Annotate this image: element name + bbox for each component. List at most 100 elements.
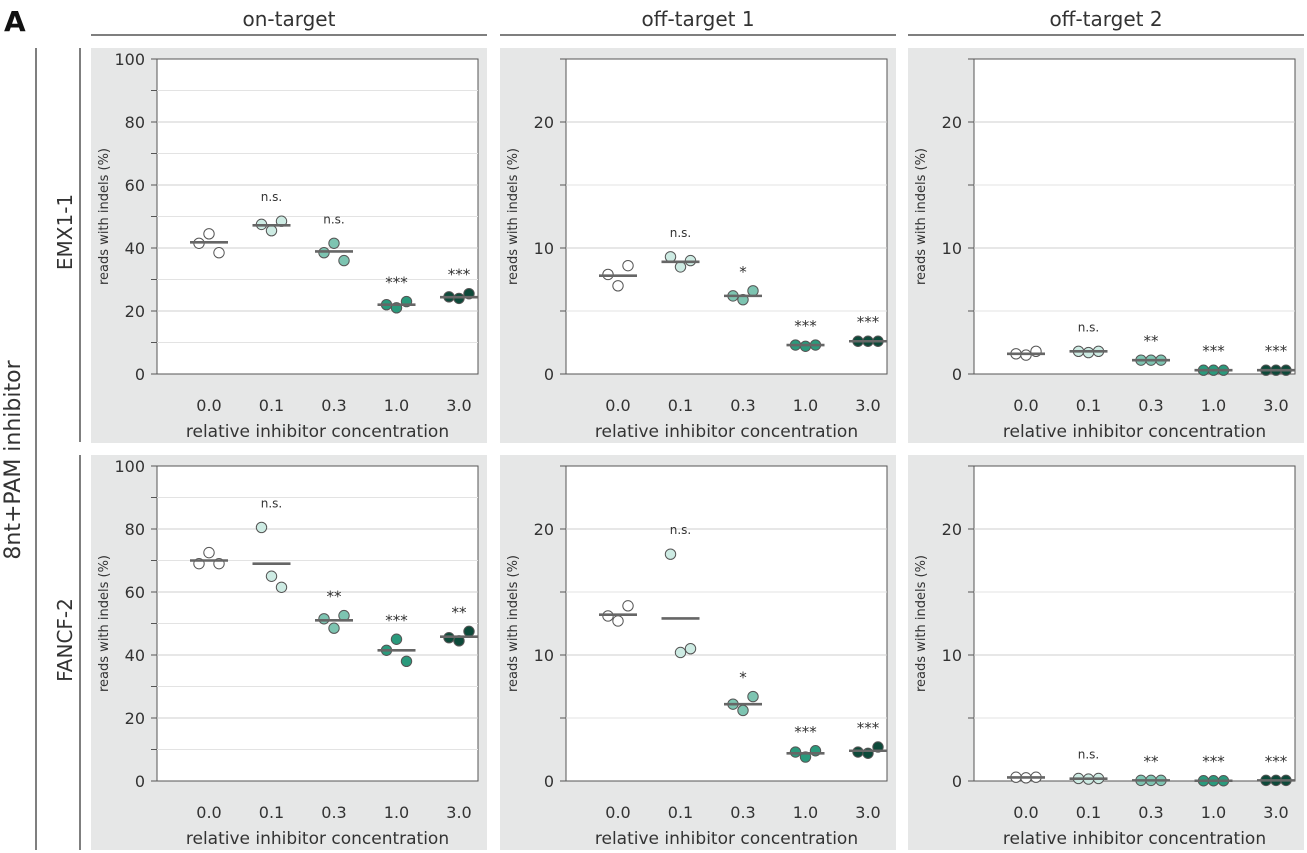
significance-label: *** (1202, 753, 1225, 771)
x-tick-label: 3.0 (855, 803, 880, 822)
x-tick-label: 0.3 (730, 803, 755, 822)
x-tick-label: 0.0 (1013, 803, 1038, 822)
panel-letter: A (4, 5, 26, 38)
data-point (203, 228, 215, 240)
x-tick-label: 0.1 (1076, 803, 1101, 822)
y-axis-label: reads with indels (%) (97, 555, 112, 692)
x-tick-label: 1.0 (1201, 803, 1226, 822)
x-tick-label: 0.3 (730, 396, 755, 415)
x-tick-label: 3.0 (855, 396, 880, 415)
data-point (265, 224, 278, 237)
x-tick-label: 0.0 (196, 396, 221, 415)
significance-label: *** (1265, 752, 1288, 770)
x-axis-label: relative inhibitor concentration (186, 422, 449, 442)
x-tick-label: 0.1 (668, 396, 693, 415)
significance-label: * (739, 263, 747, 281)
significance-label: *** (448, 266, 471, 284)
x-axis-label: relative inhibitor concentration (1003, 422, 1266, 442)
y-tick-label: 20 (534, 520, 554, 539)
y-axis-label: reads with indels (%) (506, 555, 521, 692)
significance-label: n.s. (670, 226, 692, 240)
y-tick-label: 20 (125, 302, 145, 321)
row-label-emx1-1: EMX1-1 (53, 194, 77, 270)
significance-label: *** (1265, 342, 1288, 360)
data-point (622, 259, 634, 272)
y-axis-label: reads with indels (%) (506, 148, 521, 285)
y-tick-label: 0 (135, 365, 145, 384)
x-tick-label: 1.0 (793, 396, 818, 415)
panel-fancf-2-off-target-2: 0 10 20 reads with indels (%) 0.0 0.1 0.3 1.0 3.… (908, 455, 1304, 850)
y-tick-label: 20 (534, 113, 554, 132)
panel-fancf-2-on-target: 0 20 40 60 80 100 reads with indels (%) 0.0 0.1 0… (91, 455, 487, 850)
data-point (390, 633, 403, 645)
x-tick-label: 3.0 (446, 396, 471, 415)
y-tick-label: 60 (125, 583, 145, 602)
y-axis-label: reads with indels (%) (97, 148, 112, 285)
significance-label: * (739, 669, 747, 687)
y-tick-label: 100 (114, 50, 145, 69)
x-tick-label: 1.0 (793, 803, 818, 822)
significance-label: ** (452, 603, 468, 621)
significance-label: *** (794, 723, 817, 741)
significance-label: ** (1144, 332, 1160, 350)
data-point (612, 615, 624, 627)
significance-label: n.s. (261, 190, 283, 204)
data-point (328, 622, 340, 634)
y-tick-label: 20 (942, 520, 962, 539)
significance-label: n.s. (670, 523, 692, 537)
significance-label: *** (1202, 342, 1225, 360)
x-tick-label: 0.1 (259, 396, 284, 415)
column-header-off-target-2: off-target 2 (1049, 7, 1162, 31)
plot-area (973, 58, 1296, 375)
y-tick-label: 20 (125, 709, 145, 728)
y-axis-label: reads with indels (%) (914, 148, 929, 285)
data-point (612, 280, 624, 292)
data-point (684, 643, 697, 655)
y-tick-label: 0 (544, 772, 554, 791)
data-point (328, 237, 340, 249)
x-tick-label: 0.3 (321, 803, 346, 822)
y-tick-label: 0 (135, 772, 145, 791)
data-point (318, 613, 330, 625)
inhibitor-label: 8nt+PAM inhibitor (1, 359, 26, 559)
x-tick-label: 0.1 (259, 803, 284, 822)
y-tick-label: 0 (544, 365, 554, 384)
panel-emx1-1-on-target: 0 20 40 60 80 100 reads with indels (%) 0.0 0.1 0… (91, 48, 487, 443)
significance-label: ** (327, 588, 343, 606)
data-point (213, 247, 225, 259)
data-point (664, 548, 677, 560)
x-tick-label: 1.0 (384, 803, 409, 822)
x-tick-label: 0.1 (668, 803, 693, 822)
data-point (674, 646, 687, 659)
x-tick-label: 0.1 (1076, 396, 1101, 415)
x-tick-label: 1.0 (384, 396, 409, 415)
x-tick-label: 0.3 (1138, 396, 1163, 415)
x-axis-label: relative inhibitor concentration (186, 829, 449, 849)
x-tick-label: 0.3 (321, 396, 346, 415)
panel-fancf-2-off-target-1: 0 10 20 reads with indels (%) 0.0 0.1 0.3 1.0 3.… (500, 455, 896, 850)
data-point (463, 625, 475, 638)
x-tick-label: 3.0 (1263, 803, 1288, 822)
data-point (622, 600, 634, 612)
significance-label: *** (857, 719, 880, 737)
significance-label: n.s. (1078, 747, 1100, 761)
data-point (203, 546, 215, 559)
significance-label: n.s. (261, 496, 283, 510)
significance-label: *** (857, 313, 880, 331)
data-point (747, 285, 759, 297)
x-axis-label: relative inhibitor concentration (1003, 829, 1266, 849)
y-tick-label: 40 (125, 646, 145, 665)
data-point (674, 261, 687, 273)
data-point (255, 521, 268, 534)
y-tick-label: 10 (942, 646, 962, 665)
x-axis-label: relative inhibitor concentration (595, 422, 858, 442)
y-tick-label: 10 (942, 239, 962, 258)
x-tick-label: 0.0 (1013, 396, 1038, 415)
x-axis-label: relative inhibitor concentration (595, 829, 858, 849)
significance-label: n.s. (323, 212, 345, 226)
panel-emx1-1-off-target-2: 0 10 20 reads with indels (%) 0.0 0.1 0.3 1.0 3.… (908, 48, 1304, 443)
plot-area (565, 58, 888, 375)
y-tick-label: 0 (952, 365, 962, 384)
significance-label: ** (1144, 752, 1160, 770)
x-tick-label: 0.0 (605, 803, 630, 822)
